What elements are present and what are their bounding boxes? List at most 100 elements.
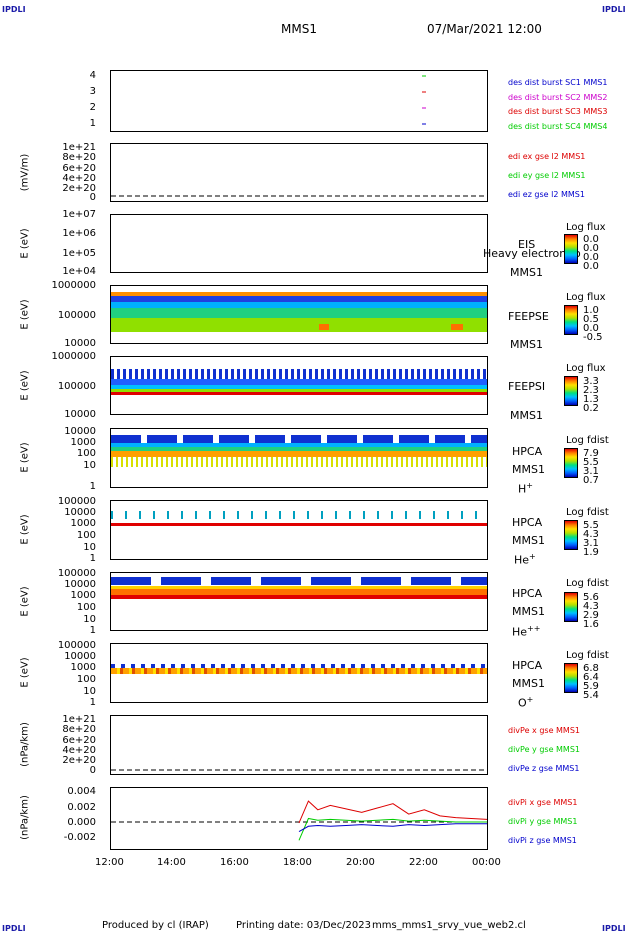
p2-legend-y: edi ey gse l2 MMS1 <box>508 171 586 180</box>
p8-ytick: 10 <box>83 614 96 625</box>
p8-cbtick: 4.3 <box>583 601 599 612</box>
x-tick: 18:00 <box>283 857 312 868</box>
p3-colorbar <box>564 234 578 264</box>
corner-label-tr: IPDLI <box>602 5 626 14</box>
p10-ytick: 4e+20 <box>62 745 96 756</box>
p7-colorbar <box>564 520 578 550</box>
p5-colorbar <box>564 376 578 406</box>
corner-label-br: IPDLI <box>602 924 626 933</box>
p2-ytick: 2e+20 <box>62 183 96 194</box>
p4-colorbar <box>564 305 578 335</box>
p2-ytick: 6e+20 <box>62 163 96 174</box>
p5-colorbar-title: Log flux <box>566 363 606 374</box>
p8-cbtick: 1.6 <box>583 619 599 630</box>
p3-cbtick: 0.0 <box>583 243 599 254</box>
p3-colorbar-title: Log flux <box>566 222 606 233</box>
panel-hpca-h <box>110 428 488 488</box>
x-tick: 22:00 <box>409 857 438 868</box>
p7-cbtick: 1.9 <box>583 547 599 558</box>
p9-colorbar-title: Log fdist <box>566 650 609 661</box>
p9-spacecraft: MMS1 <box>512 677 545 690</box>
p9-ytick: 1 <box>89 697 96 708</box>
panel-feepse <box>110 285 488 344</box>
p4-ytick: 100000 <box>57 310 96 321</box>
p3-cbtick: 0.0 <box>583 261 599 272</box>
p8-colorbar <box>564 592 578 622</box>
p7-ytick: 100 <box>76 530 96 541</box>
p8-cbtick: 2.9 <box>583 610 599 621</box>
p4-cbtick: -0.5 <box>583 332 603 343</box>
p6-ytick: 1 <box>89 481 96 492</box>
p5-cbtick: 3.3 <box>583 376 599 387</box>
p2-legend-z: edi ez gse l2 MMS1 <box>508 190 585 199</box>
p9-instrument: HPCA <box>512 659 543 672</box>
p8-ytick: 100 <box>76 602 96 613</box>
p7-cbtick: 3.1 <box>583 538 599 549</box>
mission-title: MMS1 <box>281 22 317 36</box>
p7-ytick: 1000 <box>70 518 96 529</box>
panel-feepsi <box>110 356 488 415</box>
p1-legend-sc4: des dist burst SC4 MMS4 <box>508 122 608 131</box>
p1-ytick: 2 <box>89 102 96 113</box>
p8-ytick: 100000 <box>57 568 96 579</box>
p4-instrument: FEEPSE <box>508 310 549 323</box>
p2-ytick: 1e+21 <box>62 142 96 153</box>
p6-cbtick: 3.1 <box>583 466 599 477</box>
p2-ytick: 4e+20 <box>62 173 96 184</box>
panel-divpi <box>110 787 488 850</box>
p9-cbtick: 5.4 <box>583 690 599 701</box>
p10-ytick: 1e+21 <box>62 714 96 725</box>
p5-cbtick: 1.3 <box>583 394 599 405</box>
p9-ytick: 10 <box>83 686 96 697</box>
p3-ytick: 1e+05 <box>62 248 96 259</box>
p5-ytick: 100000 <box>57 381 96 392</box>
p6-ytick: 100 <box>76 448 96 459</box>
corner-label-bl: IPDLI <box>2 924 26 933</box>
p4-ytick: 1000000 <box>51 280 96 291</box>
footer-produced: Produced by cl (IRAP) <box>102 920 209 931</box>
p6-cbtick: 7.9 <box>583 448 599 459</box>
p7-colorbar-title: Log fdist <box>566 507 609 518</box>
p4-colorbar-title: Log flux <box>566 292 606 303</box>
p9-ytick: 10000 <box>64 651 96 662</box>
p4-ytick: 10000 <box>64 338 96 349</box>
divpi-x-series <box>298 800 487 824</box>
x-tick: 00:00 <box>472 857 501 868</box>
p11-legend-x: divPi x gse MMS1 <box>508 798 578 807</box>
p11-ytick: 0.000 <box>67 817 96 828</box>
p5-spacecraft: MMS1 <box>510 409 543 422</box>
p2-ytick: 0 <box>89 192 96 203</box>
p6-colorbar <box>564 448 578 478</box>
p10-ytick: 8e+20 <box>62 724 96 735</box>
p5-cbtick: 0.2 <box>583 403 599 414</box>
p9-cbtick: 6.8 <box>583 663 599 674</box>
p1-legend-sc3: des dist burst SC3 MMS3 <box>508 107 608 116</box>
panel-edi-e <box>110 143 488 202</box>
p8-cbtick: 5.6 <box>583 592 599 603</box>
p8-ytick: 10000 <box>64 579 96 590</box>
p1-legend-sc2: des dist burst SC2 MMS2 <box>508 93 608 102</box>
footer-script: mms_mms1_srvy_vue_web2.cl <box>372 920 526 931</box>
p9-ytick: 100 <box>76 674 96 685</box>
panel-hpca-heplus <box>110 500 488 560</box>
x-tick: 12:00 <box>95 857 124 868</box>
p6-ytick: 10000 <box>64 426 96 437</box>
x-tick: 20:00 <box>346 857 375 868</box>
p3-ytick: 1e+07 <box>62 209 96 220</box>
p6-colorbar-title: Log fdist <box>566 435 609 446</box>
panel-eis <box>110 214 488 273</box>
p7-cbtick: 5.5 <box>583 520 599 531</box>
p7-instrument: HPCA <box>512 516 543 529</box>
p11-legend-z: divPi z gse MMS1 <box>508 836 577 845</box>
p6-ytick: 10 <box>83 460 96 471</box>
panel-divpe <box>110 715 488 775</box>
p9-ytick: 100000 <box>57 640 96 651</box>
p6-ytick: 1000 <box>70 437 96 448</box>
p10-ytick: 2e+20 <box>62 755 96 766</box>
p5-ytick: 1000000 <box>51 351 96 362</box>
p1-ytick: 3 <box>89 86 96 97</box>
p11-legend-y: divPi y gse MMS1 <box>508 817 578 826</box>
p1-ytick: 4 <box>89 70 96 81</box>
p3-ytick: 1e+04 <box>62 266 96 277</box>
p7-ytick: 10 <box>83 542 96 553</box>
